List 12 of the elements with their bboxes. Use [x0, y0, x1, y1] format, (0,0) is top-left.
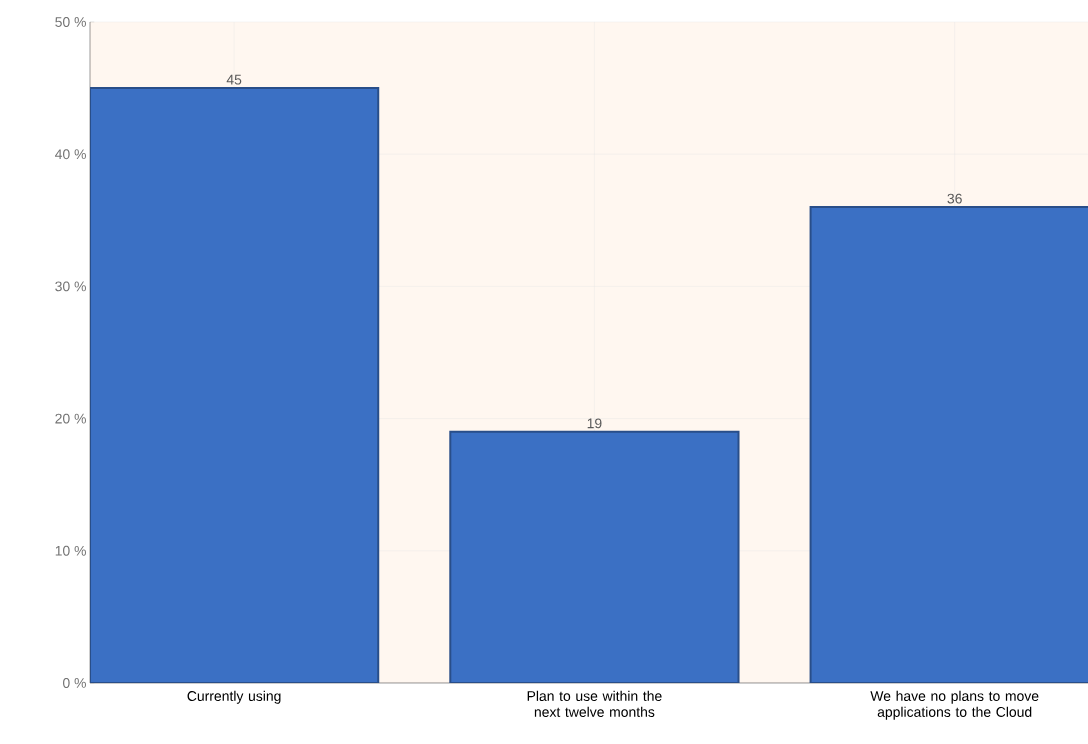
x-tick-label: Plan to use within the next twelve months: [527, 690, 662, 717]
data-label: 45: [226, 74, 242, 85]
y-tick-label: 0 %: [63, 678, 86, 688]
data-label: 19: [587, 418, 602, 429]
x-tick-label: Currently using: [187, 690, 281, 704]
data-label: 36: [947, 193, 962, 204]
y-tick-label: 20 %: [55, 413, 86, 424]
x-tick-label: We have no plans to move applications to the Cloud: [870, 690, 1039, 720]
y-tick-label: 30 %: [55, 281, 86, 292]
y-tick-label: 40 %: [55, 149, 86, 160]
y-tick-label: 10 %: [55, 545, 86, 556]
y-tick-label: 50 %: [55, 17, 86, 27]
